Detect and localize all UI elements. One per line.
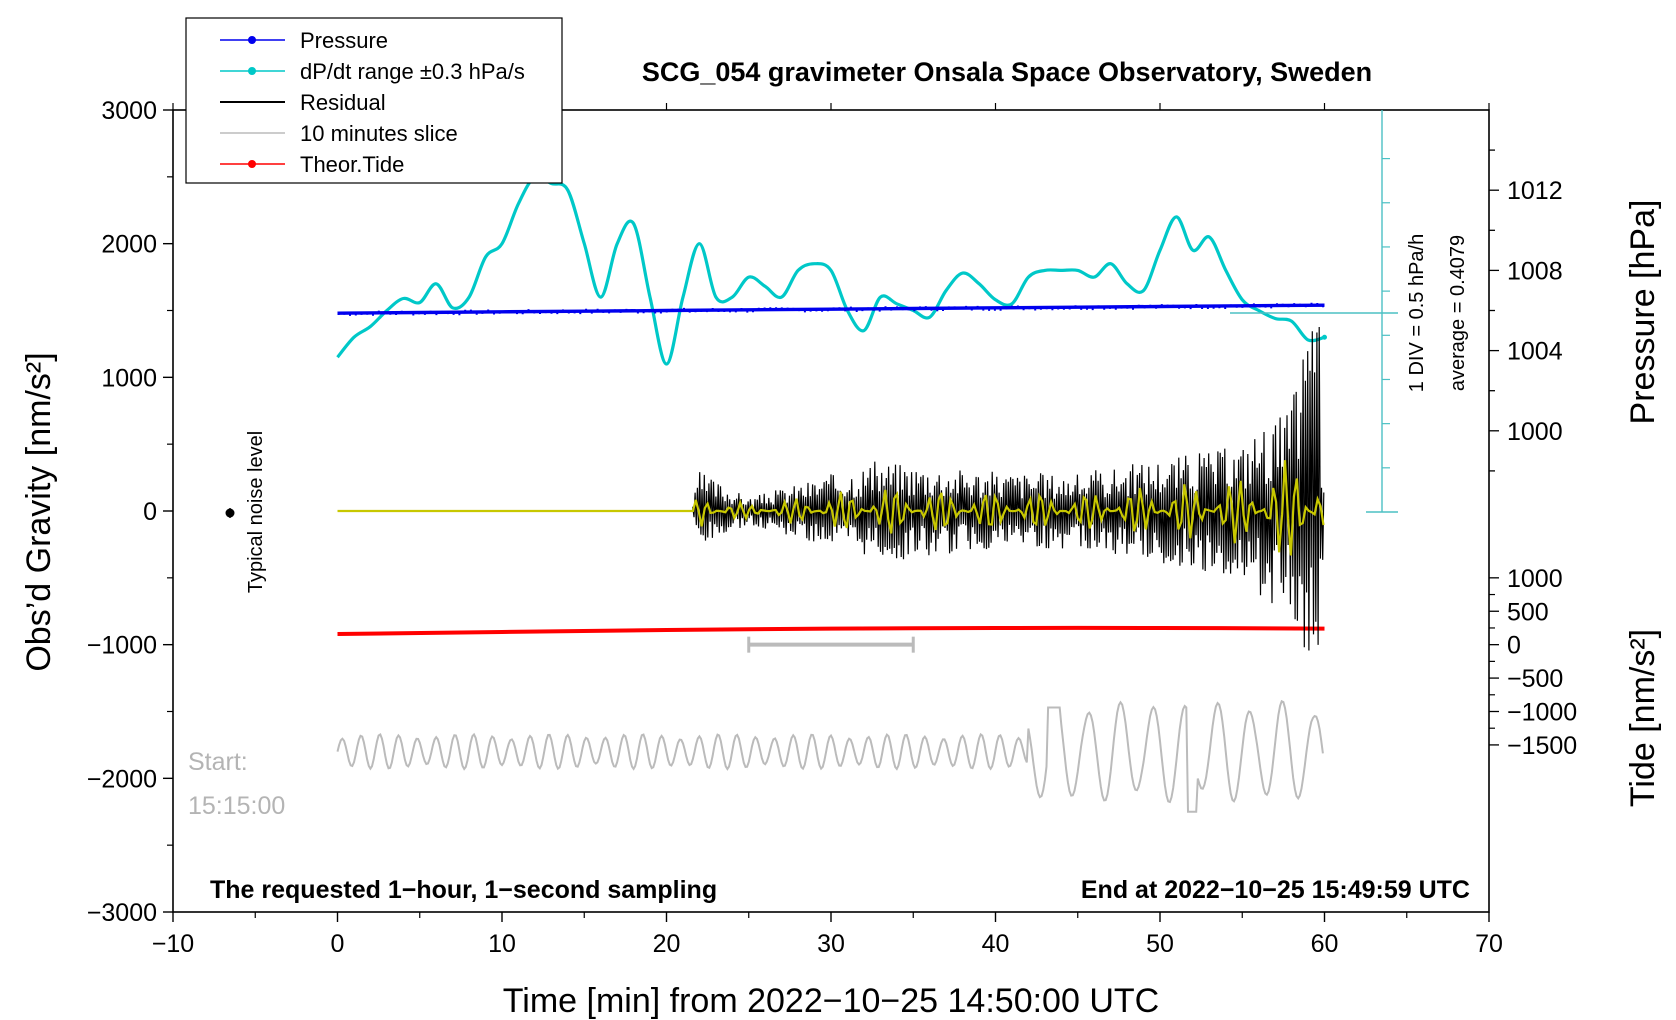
pressure-axis-label: Pressure [hPa] (1624, 200, 1662, 425)
residual-filtered-line (337, 460, 1325, 556)
start-label: Start: (188, 748, 248, 776)
legend-marker (248, 36, 256, 44)
legend-label: dP/dt range ±0.3 hPa/s (300, 59, 525, 84)
y-tick-label: 3000 (101, 97, 157, 125)
legend-label: Theor.Tide (300, 152, 404, 177)
noise-indicator (225, 508, 235, 518)
chart-title: SCG_054 gravimeter Onsala Space Observat… (642, 57, 1372, 87)
legend-marker (248, 67, 256, 75)
x-tick-label: 60 (1311, 930, 1339, 958)
y-tick-label: −3000 (87, 899, 157, 927)
tide-tick-label: 500 (1507, 598, 1549, 626)
div-label: 1 DIV = 0.5 hPa/h (1406, 234, 1428, 392)
dpdt-layer (336, 174, 1327, 366)
tide-tick-label: −1500 (1507, 732, 1577, 760)
tide-tick-label: 0 (1507, 632, 1521, 660)
x-tick-label: 10 (488, 930, 516, 958)
y-tick-label: 1000 (101, 364, 157, 392)
x-axis-label: Time [min] from 2022−10−25 14:50:00 UTC (503, 982, 1159, 1020)
legend: Pressure dP/dt range ±0.3 hPa/s Residual 10… (185, 17, 563, 184)
pressure-samples (337, 302, 1324, 316)
tide-tick-label: 1000 (1507, 565, 1563, 593)
slice-line (336, 699, 1324, 813)
y-tick-label: 0 (143, 498, 157, 526)
x-tick-label: 50 (1146, 930, 1174, 958)
start-time: 15:15:00 (188, 792, 285, 820)
pressure-layer (337, 302, 1325, 316)
x-tick-label: 30 (817, 930, 845, 958)
legend-label: Residual (300, 90, 386, 115)
x-tick-label: 40 (982, 930, 1010, 958)
tide-line (337, 625, 1325, 636)
x-tick-label: 70 (1475, 930, 1503, 958)
pressure-tick-label: 1008 (1507, 257, 1563, 285)
y-tick-label: −1000 (87, 632, 157, 660)
end-time-note: End at 2022−10−25 15:49:59 UTC (1081, 876, 1470, 904)
axes-layer: −10 0 10 20 30 40 50 60 70 3000 2000 1000 0 −1000 −200… (87, 97, 1577, 958)
y-tick-label: 2000 (101, 231, 157, 259)
dpdt-point (1322, 334, 1327, 340)
y-tick-label: −2000 (87, 765, 157, 793)
slice-layer (336, 699, 1324, 813)
dpdt-scale (1230, 110, 1398, 513)
residual-line (337, 326, 1325, 651)
tide-axis-label: Tide [nm/s²] (1624, 629, 1662, 807)
average-label: average = 0.4079 (1447, 235, 1469, 391)
tide-tick-label: −1000 (1507, 699, 1577, 727)
x-tick-label: −10 (152, 930, 194, 958)
pressure-tick-label: 1012 (1507, 177, 1563, 205)
pressure-line (337, 303, 1325, 315)
residual-layer (337, 326, 1325, 651)
legend-label: Pressure (300, 28, 388, 53)
pressure-tick-label: 1004 (1507, 338, 1563, 366)
x-tick-label: 0 (331, 930, 345, 958)
tide-layer (337, 625, 1325, 636)
legend-label: 10 minutes slice (300, 121, 458, 146)
y-axis-label: Obs’d Gravity [nm/s²] (20, 352, 58, 671)
slice-bracket (747, 636, 915, 653)
x-tick-label: 20 (653, 930, 681, 958)
noise-label: Typical noise level (245, 431, 267, 593)
sampling-note: The requested 1−hour, 1−second sampling (210, 876, 717, 904)
pressure-tick-label: 1000 (1507, 418, 1563, 446)
dpdt-line (336, 174, 1325, 366)
legend-marker (248, 160, 256, 168)
tide-tick-label: −500 (1507, 665, 1563, 693)
